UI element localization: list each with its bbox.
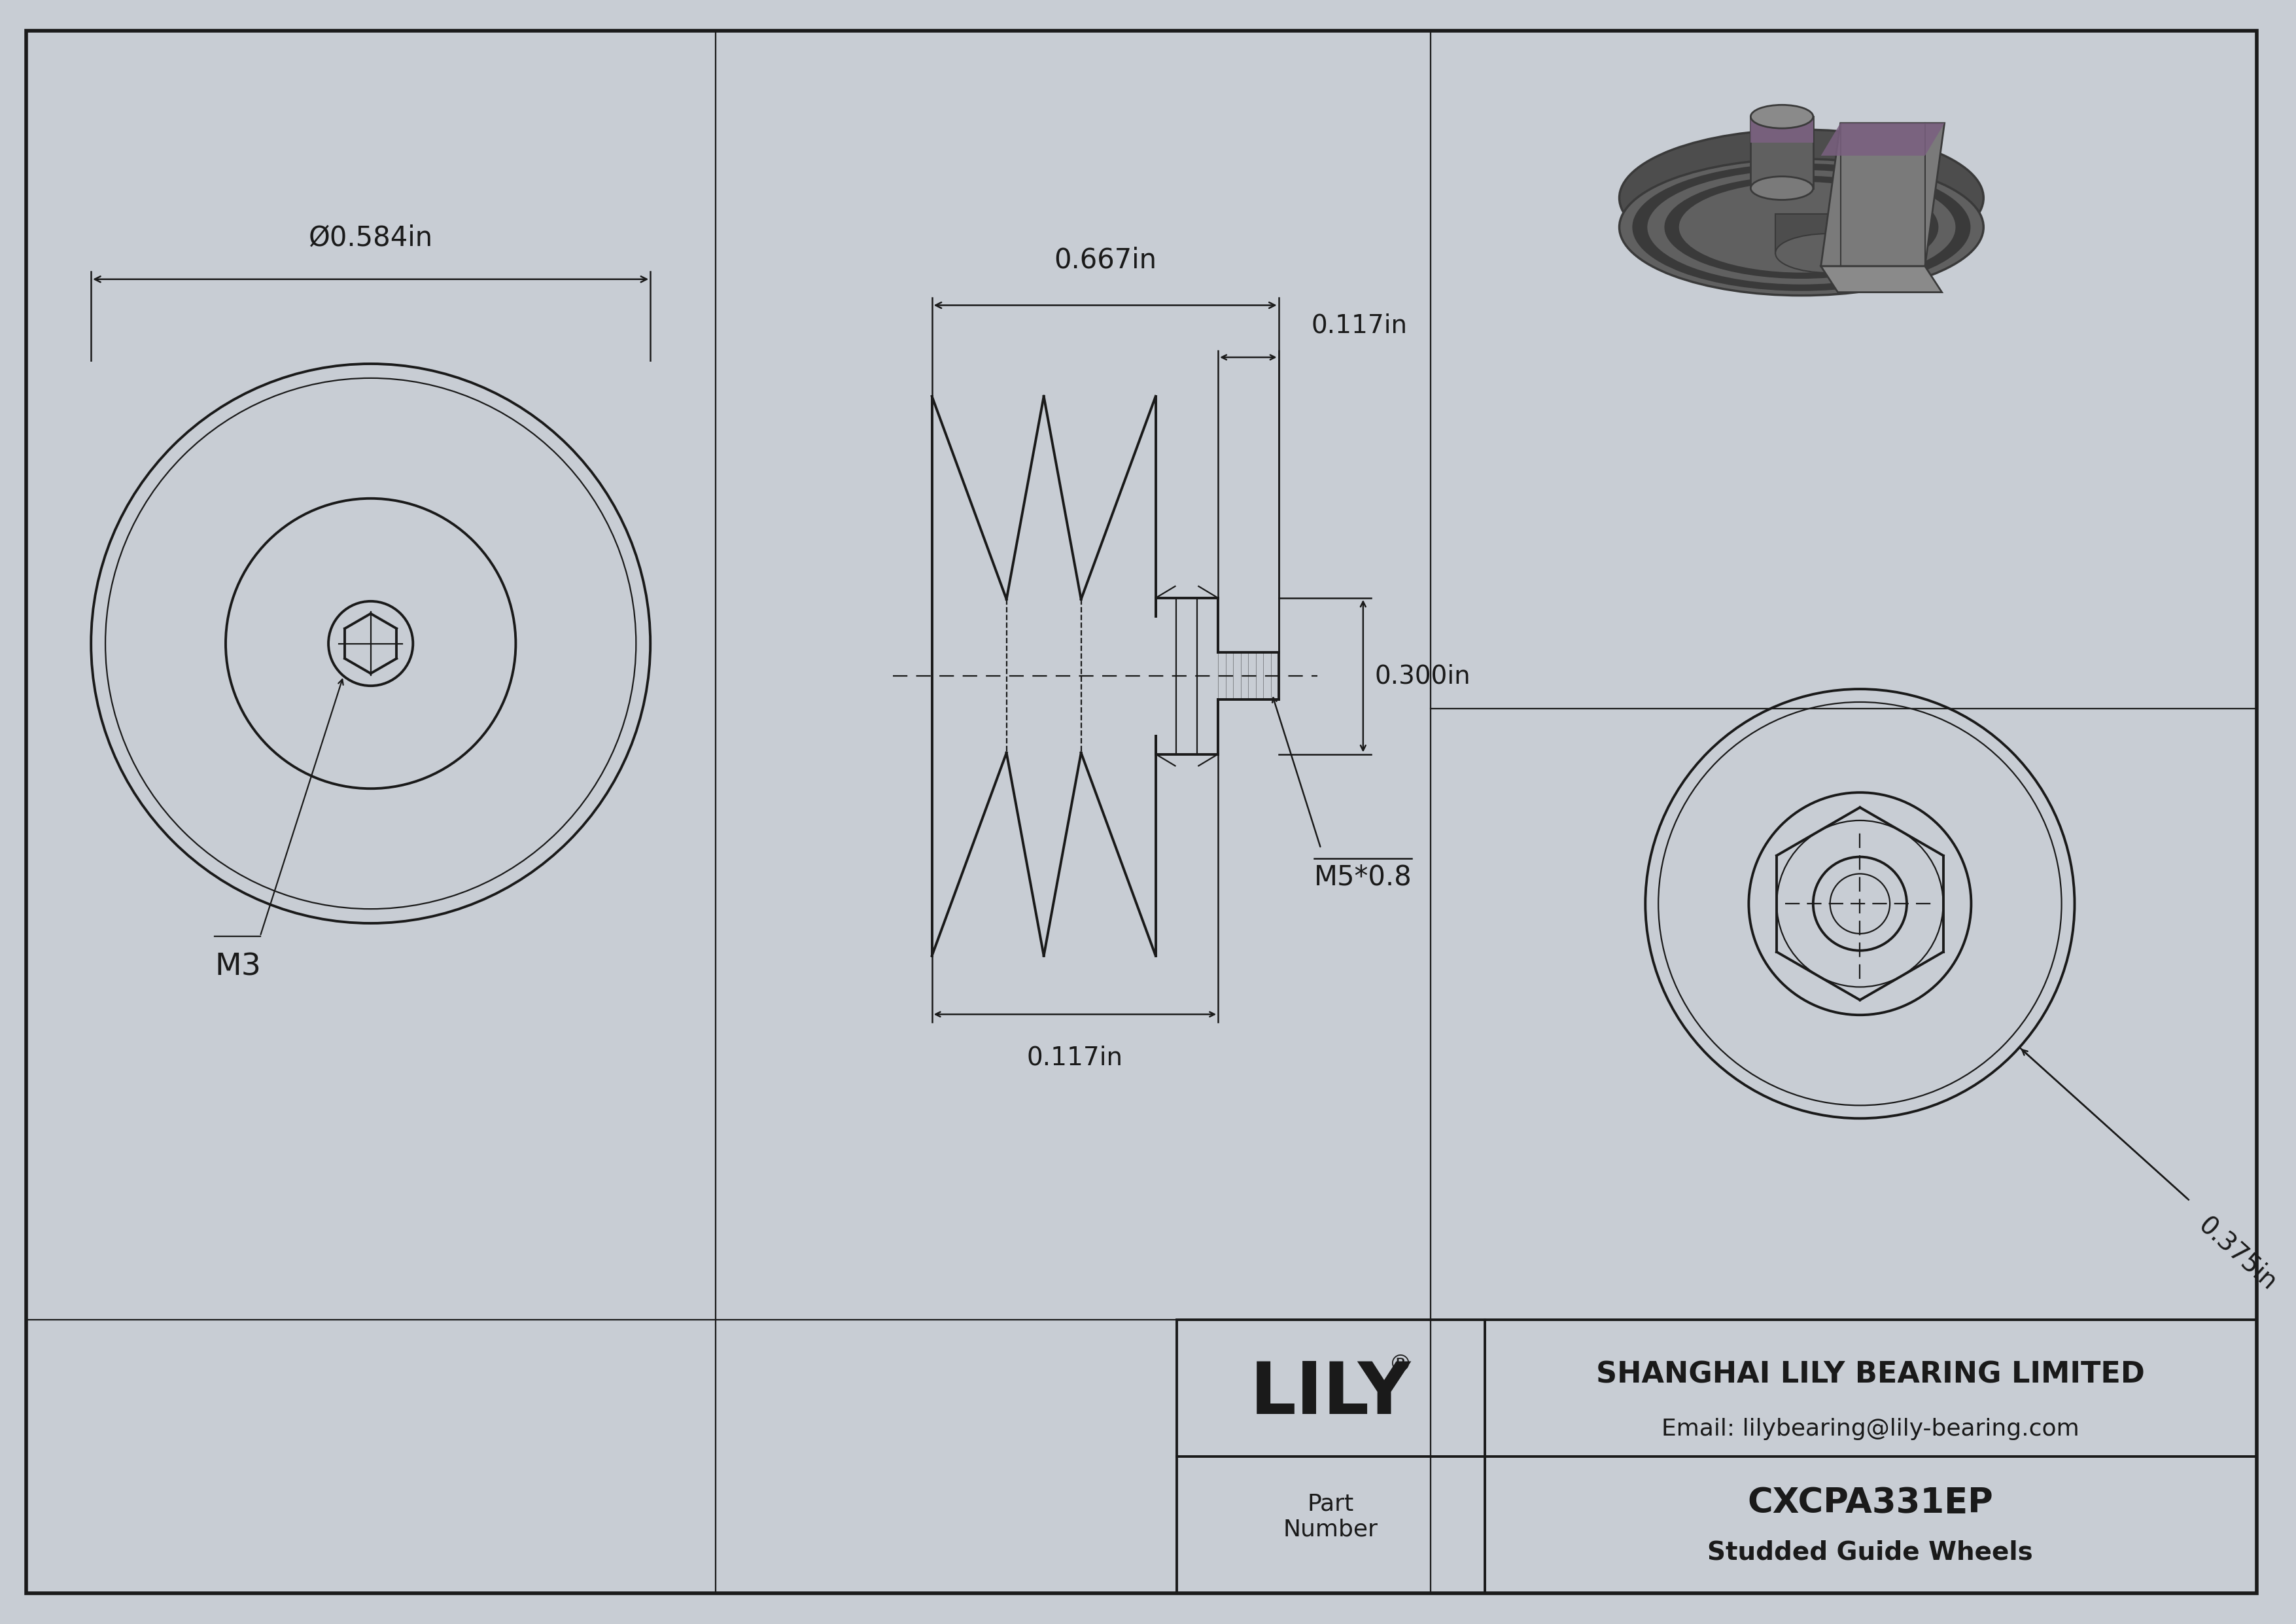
Ellipse shape xyxy=(1750,106,1814,128)
Ellipse shape xyxy=(1775,234,1880,273)
Text: CXCPA331EP: CXCPA331EP xyxy=(1747,1486,1993,1520)
Text: ®: ® xyxy=(1389,1354,1412,1376)
Polygon shape xyxy=(1750,117,1814,188)
Text: Part
Number: Part Number xyxy=(1283,1492,1378,1541)
Ellipse shape xyxy=(1632,164,1970,291)
Polygon shape xyxy=(1750,117,1814,143)
Ellipse shape xyxy=(1750,177,1814,200)
Ellipse shape xyxy=(1646,169,1956,286)
Text: Email: lilybearing@lily-bearing.com: Email: lilybearing@lily-bearing.com xyxy=(1662,1418,2080,1440)
Bar xyxy=(1178,1320,2257,1593)
Text: 0.117in: 0.117in xyxy=(1311,313,1407,338)
Ellipse shape xyxy=(1665,175,1938,278)
Ellipse shape xyxy=(1619,130,1984,266)
Text: M3: M3 xyxy=(214,953,262,983)
Text: 0.117in: 0.117in xyxy=(1026,1046,1123,1070)
Ellipse shape xyxy=(1678,182,1924,273)
Text: SHANGHAI LILY BEARING LIMITED: SHANGHAI LILY BEARING LIMITED xyxy=(1596,1361,2144,1389)
Text: LILY: LILY xyxy=(1249,1359,1412,1429)
Text: Studded Guide Wheels: Studded Guide Wheels xyxy=(1708,1540,2034,1564)
Polygon shape xyxy=(1821,123,1945,266)
Ellipse shape xyxy=(1619,159,1984,296)
Text: 0.667in: 0.667in xyxy=(1054,247,1157,274)
Text: 0.375in: 0.375in xyxy=(2193,1213,2282,1296)
Text: M5*0.8: M5*0.8 xyxy=(1313,864,1412,892)
Text: Ø0.584in: Ø0.584in xyxy=(308,224,434,252)
Polygon shape xyxy=(1821,266,1942,292)
Polygon shape xyxy=(1775,214,1880,253)
Text: 0.300in: 0.300in xyxy=(1375,664,1472,689)
Polygon shape xyxy=(1821,123,1945,156)
